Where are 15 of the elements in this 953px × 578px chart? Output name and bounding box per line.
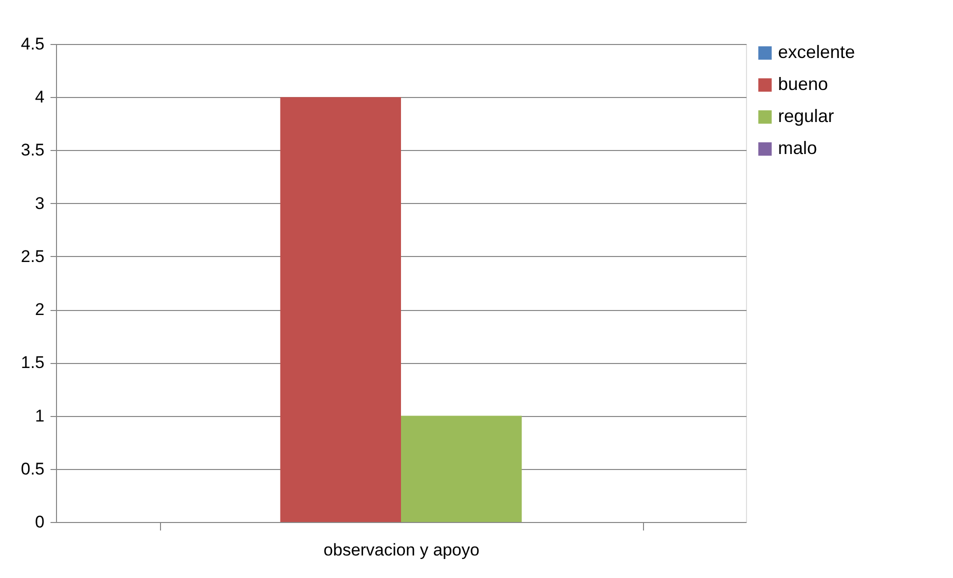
legend-label: malo	[778, 138, 818, 158]
legend-label: excelente	[778, 42, 856, 62]
y-tick-label: 4.5	[20, 34, 44, 54]
y-tick-label: 1	[35, 406, 44, 426]
legend-label: regular	[778, 106, 834, 126]
y-tick-label: 1.5	[20, 353, 44, 372]
y-tick-label: 0.5	[20, 459, 44, 478]
y-tick-label: 3.5	[20, 140, 44, 160]
y-tick-label: 4	[35, 88, 44, 107]
x-tick-label: observacion y apoyo	[324, 540, 480, 560]
y-tick-label: 2	[35, 300, 44, 320]
y-tick-label: 3	[35, 194, 44, 213]
y-tick-label: 2.5	[20, 246, 44, 266]
legend-label: bueno	[778, 74, 828, 94]
y-tick-label: 0	[35, 512, 44, 532]
